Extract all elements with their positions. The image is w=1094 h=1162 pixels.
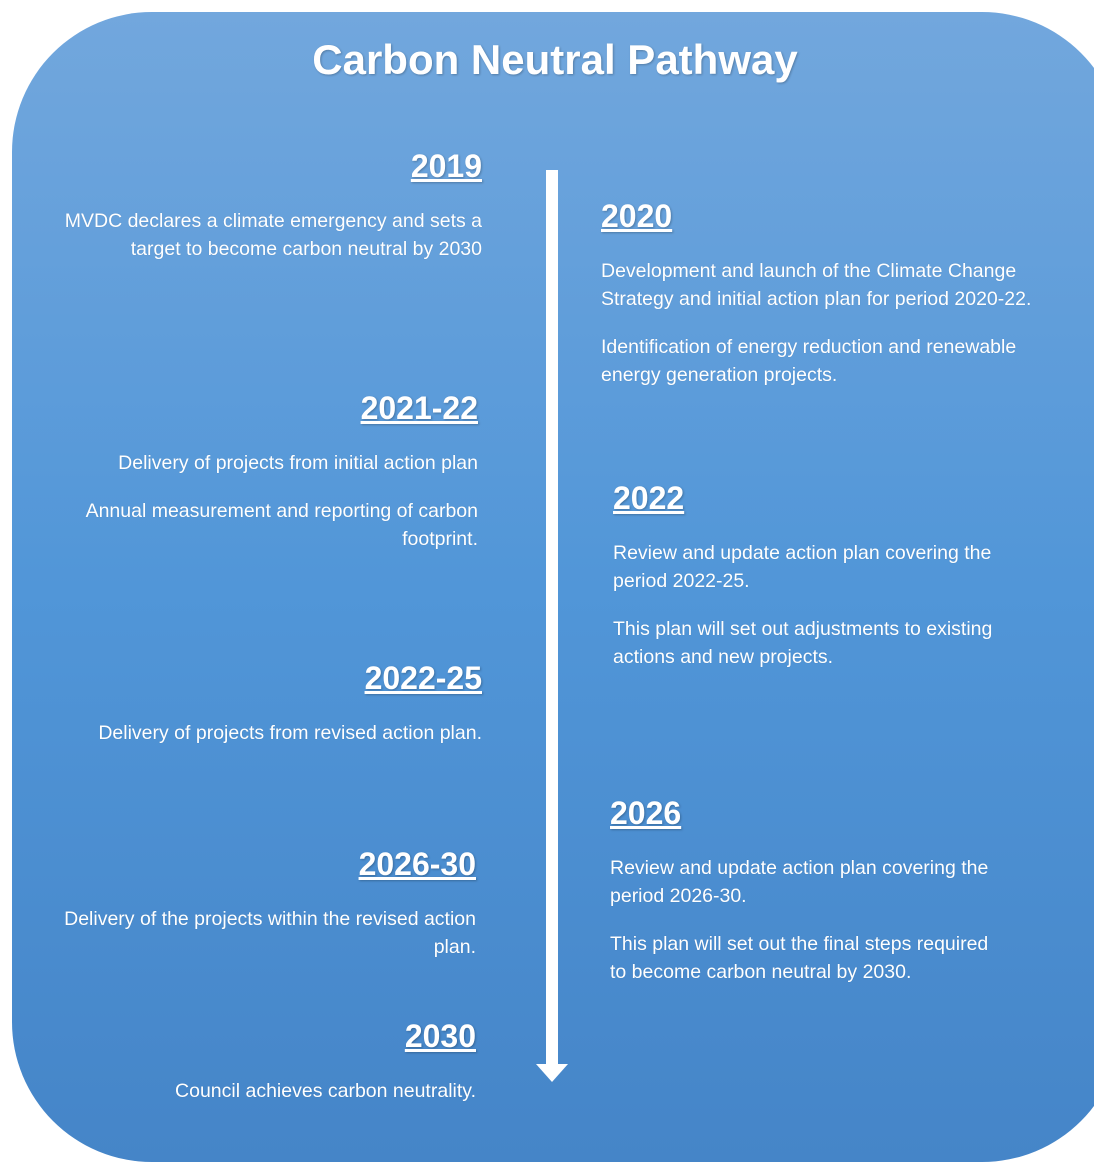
item-text: Identification of energy reduction and r… [601, 336, 1017, 386]
title: Carbon Neutral Pathway [312, 36, 798, 83]
item-text: Council achieves carbon neutrality. [175, 1080, 476, 1102]
item-text: This plan will set out adjustments to ex… [613, 618, 993, 668]
timeline-item: 2021-22 Delivery of projects from initial… [60, 390, 478, 573]
arrow-head [536, 1064, 568, 1082]
item-year: 2020 [601, 198, 673, 234]
timeline-item: 2022-25 Delivery of projects from revised… [90, 660, 482, 767]
item-text: Delivery of projects from initial action… [118, 452, 478, 474]
item-year: 2026-30 [358, 846, 476, 882]
item-text: This plan will set out the final steps r… [610, 933, 989, 983]
timeline-item: 2019 MVDC declares a climate emergency an… [30, 148, 482, 283]
timeline-item: 2026 Review and update action plan coveri… [610, 795, 990, 1006]
timeline-item: 2026-30 Delivery of the projects within t… [60, 846, 476, 981]
item-year: 2030 [404, 1018, 476, 1054]
timeline-item: 2030 Council achieves carbon neutrality. [110, 1018, 476, 1125]
item-text: Review and update action plan covering t… [613, 542, 992, 592]
item-year: 2022-25 [364, 660, 482, 696]
item-year: 2021-22 [360, 390, 478, 426]
timeline-item: 2020 Development and launch of the Climat… [601, 198, 1076, 409]
timeline-arrow [0, 0, 1094, 1138]
timeline-item: 2022 Review and update action plan coveri… [613, 480, 1013, 691]
item-text: Delivery of the projects within the revi… [64, 908, 476, 958]
item-year: 2022 [613, 480, 685, 516]
item-year: 2019 [410, 148, 482, 184]
item-text: Delivery of projects from revised action… [98, 722, 482, 744]
item-text: Review and update action plan covering t… [610, 857, 989, 907]
item-text: MVDC declares a climate emergency and se… [64, 210, 482, 260]
item-year: 2026 [610, 795, 682, 831]
item-text: Annual measurement and reporting of carb… [85, 500, 478, 550]
item-text: Development and launch of the Climate Ch… [601, 260, 1032, 310]
